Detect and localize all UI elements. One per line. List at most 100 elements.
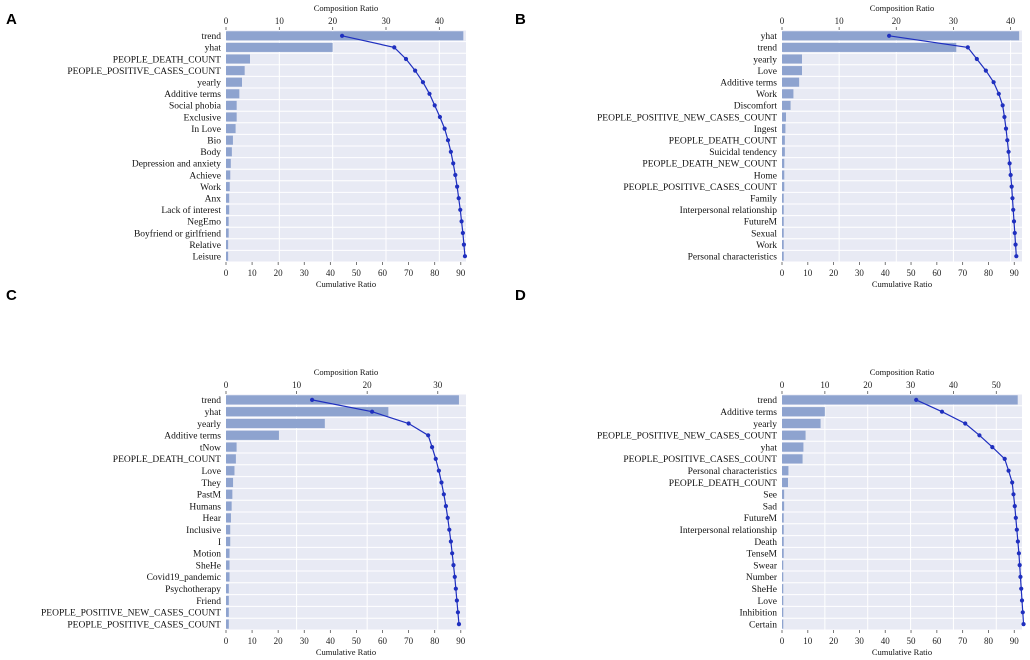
bar xyxy=(226,100,237,110)
bar xyxy=(782,31,1020,41)
cumulative-point xyxy=(443,504,449,509)
bar xyxy=(782,100,791,110)
bottom-tick-label: 20 xyxy=(274,268,284,278)
category-label: yearly xyxy=(197,420,221,430)
bar xyxy=(226,66,245,76)
cumulative-point xyxy=(432,103,437,108)
category-label: Inclusive xyxy=(186,526,221,536)
cumulative-point xyxy=(1017,563,1022,568)
cumulative-point xyxy=(454,598,459,603)
bottom-tick-label: 20 xyxy=(829,636,839,646)
bar xyxy=(226,430,279,440)
category-label: TenseM xyxy=(747,550,778,560)
bar xyxy=(226,54,250,64)
category-label: I xyxy=(218,538,221,548)
bar xyxy=(782,536,784,547)
cumulative-point xyxy=(983,68,988,73)
category-label: Love xyxy=(201,467,221,477)
cumulative-point xyxy=(1014,527,1019,532)
cumulative-point xyxy=(447,527,452,532)
category-label: Inhibition xyxy=(740,609,778,619)
bar xyxy=(782,193,784,203)
category-label: Swear xyxy=(753,561,778,571)
top-axis-title: Composition Ratio xyxy=(870,367,934,377)
cumulative-point xyxy=(451,161,456,166)
cumulative-point xyxy=(413,68,418,73)
bar xyxy=(782,430,806,440)
bottom-tick-label: 30 xyxy=(855,268,865,278)
bottom-tick-label: 40 xyxy=(326,268,336,278)
top-tick-label: 20 xyxy=(328,16,338,26)
bar xyxy=(782,135,785,145)
bar xyxy=(782,466,789,476)
bottom-tick-label: 20 xyxy=(829,268,839,278)
category-label: trend xyxy=(201,32,221,42)
bar xyxy=(226,205,230,215)
category-label: SheHe xyxy=(196,561,221,571)
cumulative-point xyxy=(974,56,979,62)
cumulative-point xyxy=(991,80,996,85)
bar xyxy=(782,66,802,76)
bar xyxy=(226,454,236,464)
bar xyxy=(226,595,229,606)
bar xyxy=(226,548,230,558)
cumulative-point xyxy=(452,574,457,580)
bar xyxy=(226,525,231,535)
bottom-tick-label: 80 xyxy=(984,636,994,646)
bar xyxy=(226,228,229,238)
category-label: Family xyxy=(750,195,777,205)
category-label: yhat xyxy=(205,408,222,418)
category-label: Interpersonal relationship xyxy=(680,526,778,536)
category-label: PEOPLE_DEATH_COUNT xyxy=(113,55,221,65)
bottom-tick-label: 0 xyxy=(780,268,785,278)
bottom-tick-label: 90 xyxy=(456,268,466,278)
category-label: PEOPLE_DEATH_COUNT xyxy=(113,455,221,465)
category-label: PEOPLE_DEATH_NEW_COUNT xyxy=(642,160,777,170)
top-tick-label: 10 xyxy=(820,380,830,390)
bar xyxy=(782,170,785,180)
category-label: Hear xyxy=(203,514,222,524)
category-label: Discomfort xyxy=(734,101,778,112)
cumulative-point xyxy=(392,45,397,50)
category-label: Psychotherapy xyxy=(165,585,221,595)
bar xyxy=(226,560,230,570)
bar xyxy=(226,607,229,617)
top-tick-label: 40 xyxy=(949,380,959,390)
cumulative-point xyxy=(1009,184,1014,189)
category-label: Bio xyxy=(207,137,221,147)
bar xyxy=(782,182,785,192)
top-tick-label: 30 xyxy=(433,380,443,390)
top-tick-label: 20 xyxy=(863,380,873,390)
category-label: Personal characteristics xyxy=(688,467,778,477)
cumulative-point xyxy=(455,610,461,615)
bottom-tick-label: 60 xyxy=(932,268,942,278)
bar xyxy=(226,418,325,429)
bottom-tick-label: 70 xyxy=(404,268,414,278)
bottom-tick-label: 60 xyxy=(378,268,388,278)
category-label: PEOPLE_POSITIVE_CASES_COUNT xyxy=(67,620,221,630)
panel-letter: A xyxy=(6,11,17,28)
panel-letter: C xyxy=(6,287,17,304)
cumulative-point xyxy=(1011,219,1017,224)
bar xyxy=(782,89,794,99)
category-label: FutureM xyxy=(744,514,778,524)
cumulative-point xyxy=(460,230,465,236)
category-label: Home xyxy=(754,171,777,181)
bar xyxy=(782,147,785,157)
category-label: They xyxy=(201,479,221,489)
category-label: Exclusive xyxy=(184,113,221,123)
cumulative-point xyxy=(1010,196,1015,201)
cumulative-point xyxy=(429,445,435,450)
bottom-axis-title: Cumulative Ratio xyxy=(872,279,932,289)
bar xyxy=(226,572,230,582)
bottom-tick-label: 40 xyxy=(881,268,891,278)
bar xyxy=(226,395,459,405)
cumulative-point xyxy=(1012,504,1017,509)
bar xyxy=(226,251,229,261)
cumulative-point xyxy=(1014,254,1019,259)
cumulative-point xyxy=(426,433,431,438)
cumulative-point xyxy=(406,421,411,426)
bar xyxy=(226,89,240,99)
